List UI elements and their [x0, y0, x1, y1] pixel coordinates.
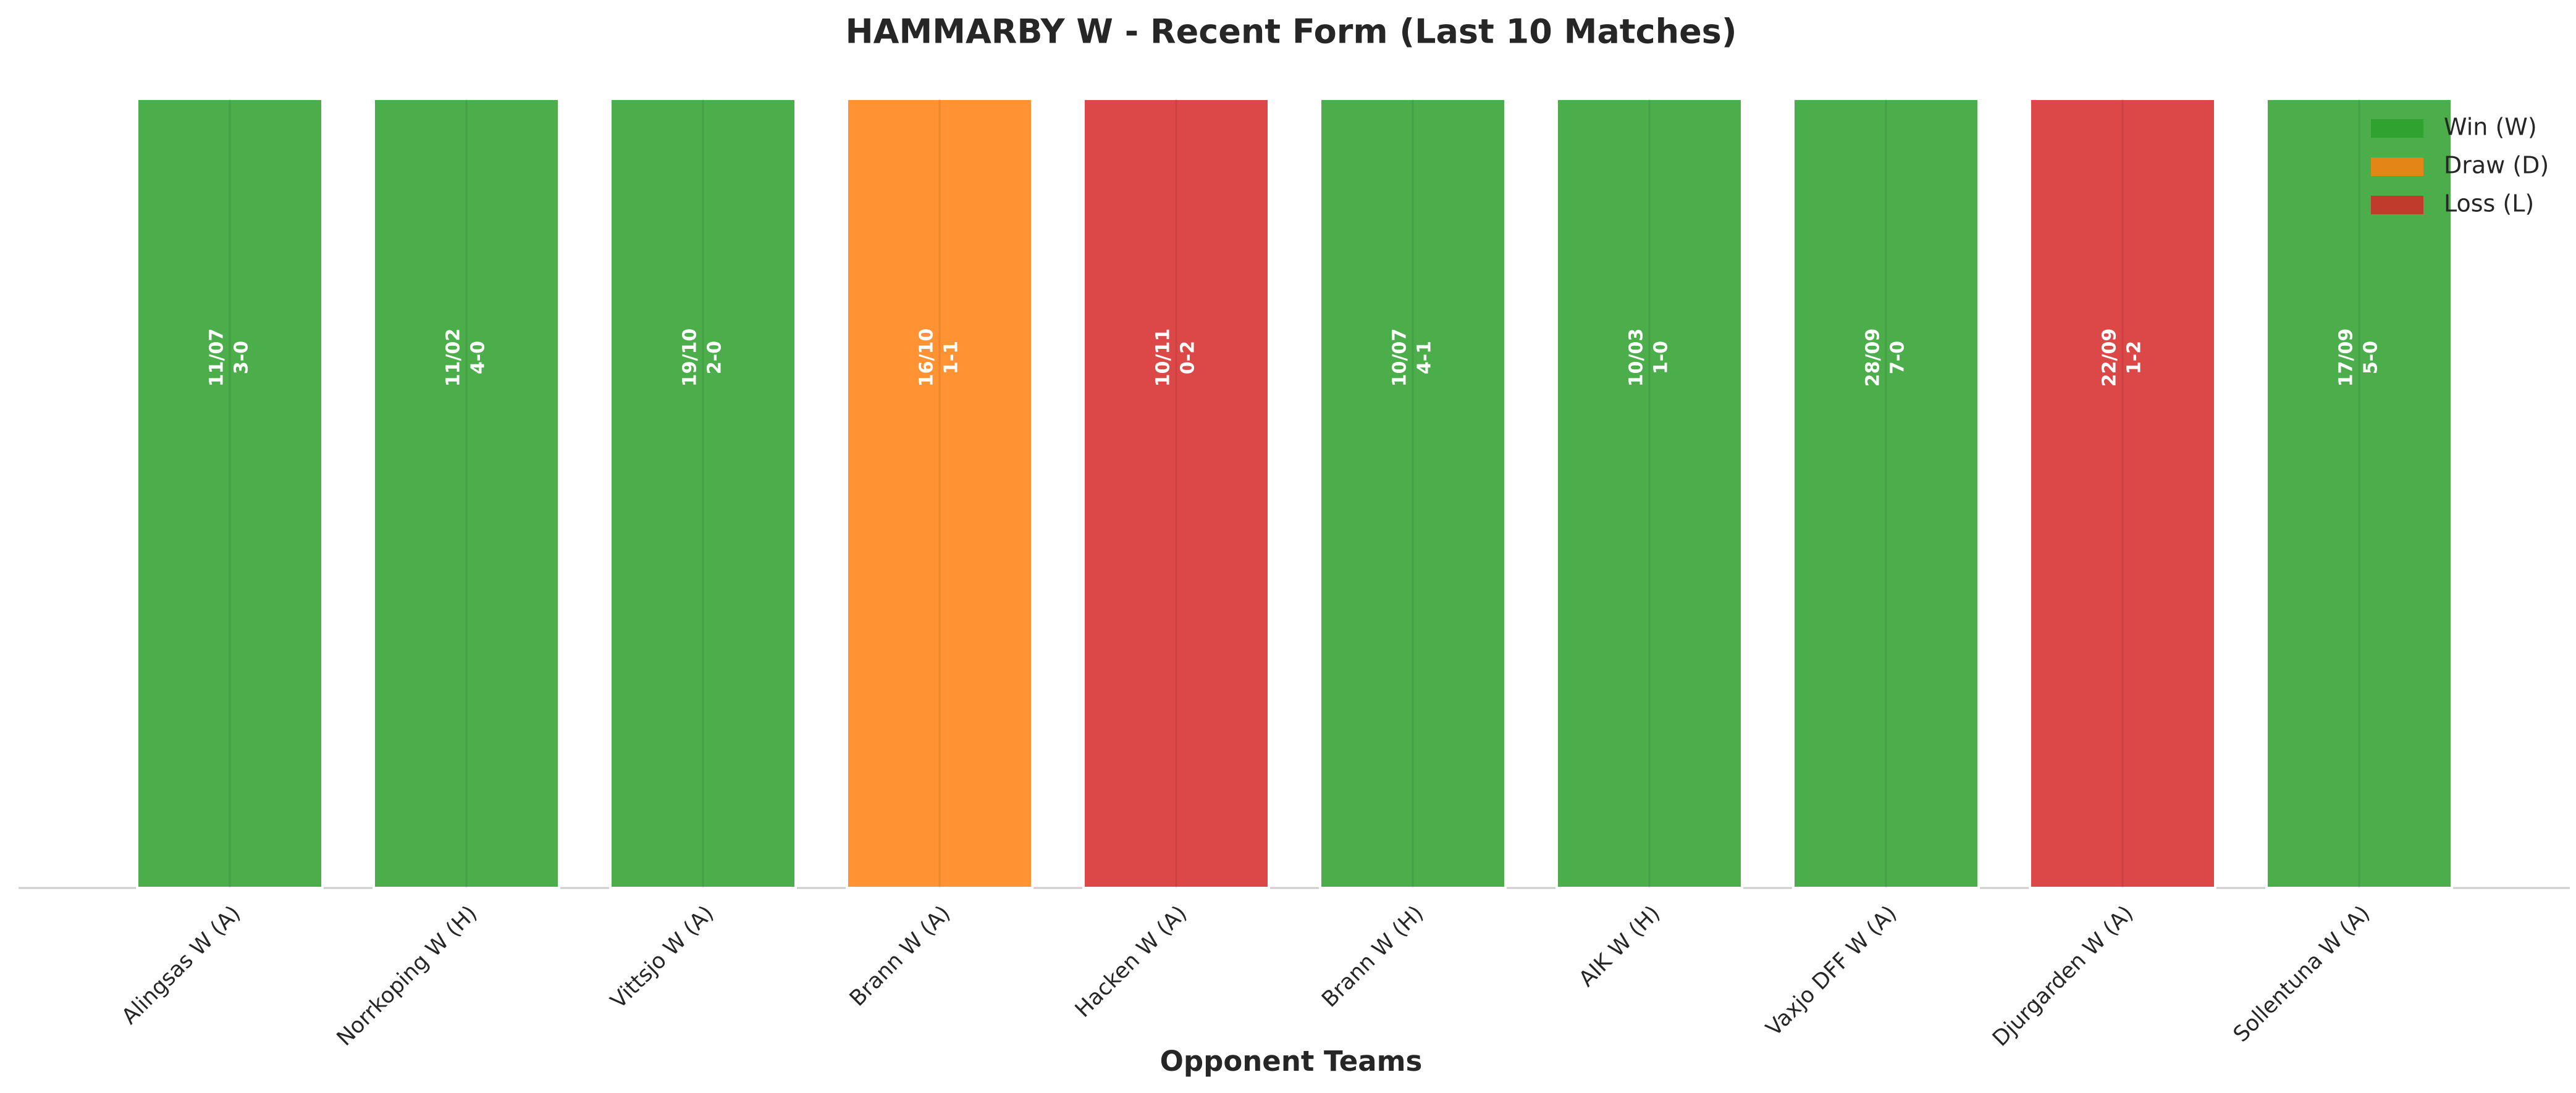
- legend-swatch: [2371, 196, 2423, 214]
- bar: [1319, 98, 1507, 889]
- bar-date-label: 10/11: [1153, 329, 1174, 387]
- bar-date-label: 22/09: [2099, 329, 2121, 387]
- x-tick-label: Brann W (H): [1317, 901, 1428, 1012]
- legend-label: Draw (D): [2444, 152, 2549, 179]
- legend-swatch: [2371, 119, 2423, 138]
- chart-title: HAMMARBY W - Recent Form (Last 10 Matche…: [845, 12, 1736, 51]
- bar-score-label: 1-1: [941, 341, 962, 374]
- bar-date-label: 11/02: [443, 329, 465, 387]
- x-axis-label: Opponent Teams: [1160, 1045, 1423, 1078]
- bar-score-label: 7-0: [1887, 341, 1909, 374]
- bar: [846, 98, 1033, 889]
- bar: [1792, 98, 1980, 889]
- x-tick-label: Sollentuna W (A): [2229, 901, 2375, 1047]
- bar-score-label: 5-0: [2360, 341, 2382, 374]
- bar-date-label: 10/03: [1626, 329, 1648, 387]
- bar-date-label: 11/07: [206, 329, 228, 387]
- x-tick-label: Djurgarden W (A): [1988, 901, 2138, 1051]
- bar-date-label: 10/07: [1389, 329, 1411, 387]
- bar: [373, 98, 560, 889]
- bar-score-label: 0-2: [1177, 341, 1199, 374]
- bar-score-label: 1-0: [1651, 341, 1672, 374]
- x-tick-label: Vittsjo W (A): [606, 901, 718, 1013]
- bar-score-label: 2-0: [704, 341, 726, 374]
- bar-score-label: 4-0: [468, 341, 489, 374]
- legend-swatch: [2371, 157, 2423, 176]
- bar-score-label: 1-2: [2124, 341, 2145, 374]
- bar: [136, 98, 324, 889]
- legend-label: Loss (L): [2444, 190, 2534, 217]
- bar: [2265, 98, 2453, 889]
- x-tick-label: Brann W (A): [845, 901, 955, 1011]
- x-tick-label: Alingsas W (A): [117, 901, 246, 1029]
- bar-date-label: 28/09: [1863, 329, 1884, 387]
- bar: [2029, 98, 2216, 889]
- x-tick-label: Hacken W (A): [1071, 901, 1192, 1022]
- bar: [609, 98, 797, 889]
- bar-date-label: 17/09: [2336, 329, 2357, 387]
- legend-label: Win (W): [2444, 114, 2537, 141]
- x-tick-label: Vaxjo DFF W (A): [1761, 901, 1901, 1041]
- bar-score-label: 4-1: [1414, 341, 1436, 374]
- bar-date-label: 19/10: [680, 329, 701, 387]
- x-tick-label: Norrkoping W (H): [332, 901, 482, 1051]
- x-tick-label: AIK W (H): [1575, 901, 1665, 992]
- bar: [1082, 98, 1270, 889]
- bar: [1555, 98, 1743, 889]
- bar-score-label: 3-0: [231, 341, 253, 374]
- bar-date-label: 16/10: [916, 329, 938, 387]
